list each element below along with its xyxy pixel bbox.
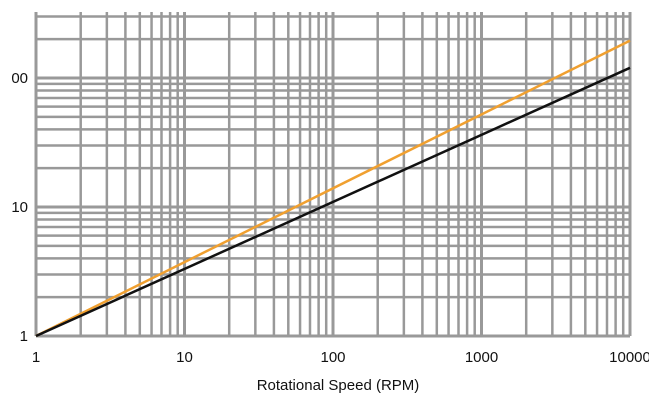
grid [34, 12, 632, 338]
x-tick-label: 1 [32, 349, 40, 366]
y-tick-label: 1 [20, 328, 28, 345]
series-line-1 [35, 39, 631, 338]
series-layer [35, 39, 631, 338]
x-tick-label: 10000 [609, 349, 649, 366]
y-tick-label: 00 [11, 70, 28, 87]
x-axis-label: Rotational Speed (RPM) [257, 377, 420, 394]
x-tick-label: 100 [320, 349, 345, 366]
series-line-2 [35, 66, 631, 338]
x-tick-label: 10 [176, 349, 193, 366]
x-tick-label: 1000 [465, 349, 498, 366]
y-tick-label: 10 [11, 199, 28, 216]
